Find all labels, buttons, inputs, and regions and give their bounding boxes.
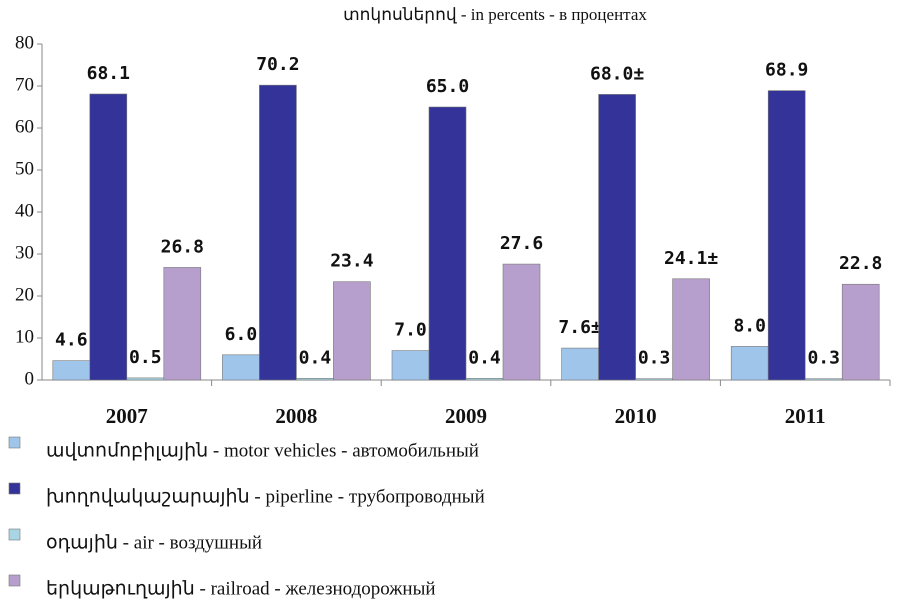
- bar: [126, 377, 165, 381]
- value-label: 70.2: [256, 54, 299, 75]
- y-tick-label: 40: [15, 200, 34, 221]
- legend-swatch: [8, 482, 21, 495]
- bar: [428, 106, 467, 381]
- value-label: 8.0: [733, 315, 766, 336]
- chart-subtitle: տոկոսներով - in percents - в процентах: [343, 5, 647, 24]
- value-label: 65.0: [426, 76, 469, 97]
- x-tick-label: 2010: [615, 404, 657, 428]
- bar: [841, 283, 880, 381]
- value-label: 23.4: [330, 251, 374, 272]
- bar: [222, 354, 260, 381]
- value-label: 68.1: [87, 63, 130, 84]
- value-label: 0.4: [468, 347, 501, 368]
- value-label: 26.8: [161, 236, 204, 257]
- bar: [52, 360, 91, 381]
- y-tick-label: 20: [15, 284, 34, 305]
- bar: [391, 350, 430, 381]
- value-label: 27.6: [500, 233, 543, 254]
- legend-label: երկաթուղային - railroad - железнодорожны…: [46, 578, 436, 599]
- bar: [502, 263, 541, 381]
- bar: [598, 94, 636, 381]
- value-label: 0.3: [807, 348, 840, 369]
- bar: [163, 267, 202, 381]
- x-tick-label: 2011: [785, 404, 826, 428]
- value-label: 68.0±: [590, 63, 644, 84]
- y-tick-label: 70: [15, 74, 34, 95]
- x-tick-label: 2007: [106, 404, 148, 428]
- y-tick-label: 50: [15, 158, 34, 179]
- bar: [561, 347, 599, 381]
- y-tick-label: 0: [25, 368, 35, 389]
- value-label: 0.3: [638, 348, 671, 369]
- value-label: 68.9: [765, 60, 808, 81]
- value-label: 0.4: [299, 347, 332, 368]
- legend-label: ավտոմոբիլային - motor vehicles - автомоб…: [46, 440, 479, 461]
- y-tick-label: 60: [15, 116, 34, 137]
- value-label: 7.6±: [558, 317, 602, 338]
- bar: [259, 84, 297, 381]
- y-tick-label: 80: [15, 32, 34, 53]
- legend-label: օդային - air - воздушный: [46, 532, 262, 553]
- legend-swatch: [8, 574, 21, 587]
- bar: [635, 378, 673, 381]
- bar: [804, 378, 843, 381]
- legend-swatch: [8, 436, 21, 449]
- value-label: 24.1±: [664, 248, 718, 269]
- bar: [333, 281, 371, 381]
- bar: [465, 378, 504, 381]
- value-label: 6.0: [225, 324, 258, 345]
- x-tick-label: 2008: [275, 404, 317, 428]
- value-label: 22.8: [839, 253, 882, 274]
- value-label: 0.5: [129, 347, 162, 368]
- x-tick-label: 2009: [445, 404, 487, 428]
- value-label: 7.0: [394, 320, 427, 341]
- y-tick-label: 30: [15, 242, 34, 263]
- legend-swatch: [8, 528, 21, 541]
- bar: [89, 93, 128, 381]
- bar: [296, 378, 334, 381]
- value-label: 4.6: [55, 330, 88, 351]
- y-tick-label: 10: [15, 326, 34, 347]
- bar: [672, 278, 710, 381]
- legend-label: խողովակաշարային - piperline - трубопрово…: [46, 486, 485, 507]
- bar: [767, 90, 806, 381]
- bar: [730, 346, 769, 381]
